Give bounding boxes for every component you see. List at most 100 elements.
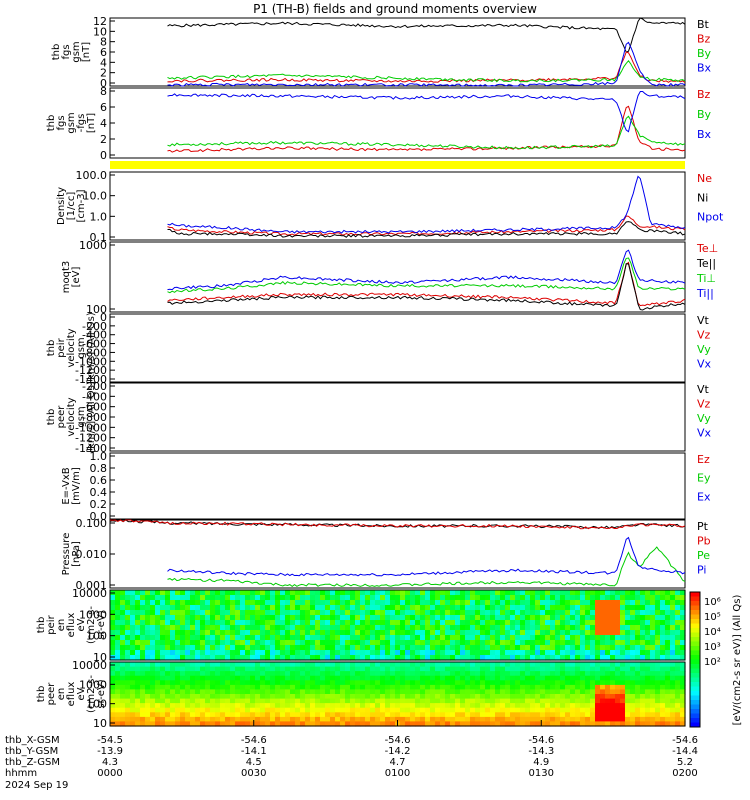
heatmap-cell bbox=[430, 655, 436, 661]
heatmap-cell bbox=[280, 703, 286, 709]
heatmap-cell bbox=[240, 666, 246, 672]
heatmap-cell bbox=[225, 600, 231, 606]
heatmap-cell bbox=[490, 671, 496, 677]
heatmap-cell bbox=[470, 615, 476, 621]
heatmap-cell bbox=[555, 645, 561, 651]
heatmap-cell bbox=[160, 662, 166, 668]
colorbar-cell bbox=[690, 655, 700, 660]
heatmap-cell bbox=[565, 605, 571, 611]
heatmap-cell bbox=[110, 698, 116, 704]
heatmap-cell bbox=[520, 680, 526, 686]
heatmap-cell bbox=[200, 712, 206, 718]
heatmap-cell bbox=[415, 698, 421, 704]
heatmap-cell bbox=[510, 721, 516, 727]
heatmap-cell bbox=[560, 703, 566, 709]
heatmap-cell bbox=[465, 712, 471, 718]
heatmap-cell bbox=[345, 645, 351, 651]
heatmap-cell bbox=[290, 689, 296, 695]
x-row-value: -54.6 bbox=[528, 735, 554, 746]
heatmap-cell bbox=[365, 716, 371, 723]
y-axis-label: thb peir en eflux eV (cm2-s-sr-eV) bbox=[36, 606, 107, 644]
heatmap-cell bbox=[185, 716, 191, 723]
heatmap-cell bbox=[250, 610, 256, 616]
heatmap-cell bbox=[120, 635, 126, 641]
heatmap-cell bbox=[375, 721, 381, 727]
heatmap-cell bbox=[315, 712, 321, 718]
heatmap-cell bbox=[415, 645, 421, 651]
heatmap-cell bbox=[520, 694, 526, 700]
heatmap-cell bbox=[200, 630, 206, 636]
heatmap-cell bbox=[455, 698, 461, 704]
heatmap-cell bbox=[340, 662, 346, 668]
heatmap-cell bbox=[655, 610, 661, 616]
series-density-1 bbox=[167, 221, 686, 238]
heatmap-cell bbox=[300, 680, 306, 686]
heatmap-cell bbox=[225, 689, 231, 695]
heatmap-cell bbox=[285, 680, 291, 686]
heatmap-cell bbox=[535, 703, 541, 709]
heatmap-cell bbox=[165, 703, 171, 709]
heatmap-cell bbox=[565, 635, 571, 641]
heatmap-cell bbox=[425, 684, 431, 691]
heatmap-cell bbox=[200, 694, 206, 700]
heatmap-cell bbox=[615, 595, 621, 601]
heatmap-cell bbox=[110, 666, 116, 672]
heatmap-cell bbox=[120, 615, 126, 621]
legend-vi-1: Vz bbox=[697, 329, 711, 342]
heatmap-cell bbox=[430, 666, 436, 672]
heatmap-cell bbox=[220, 666, 226, 672]
heatmap-cell bbox=[480, 595, 486, 601]
heatmap-cell bbox=[425, 590, 431, 596]
heatmap-cell bbox=[620, 684, 626, 691]
heatmap-cell bbox=[550, 712, 556, 718]
heatmap-cell bbox=[390, 689, 396, 695]
heatmap-cell bbox=[585, 650, 591, 656]
heatmap-cell bbox=[630, 694, 636, 700]
heatmap-cell bbox=[395, 680, 401, 686]
heatmap-cell bbox=[615, 694, 621, 700]
heatmap-cell bbox=[605, 694, 611, 700]
heatmap-cell bbox=[210, 689, 216, 695]
heatmap-cell bbox=[505, 662, 511, 668]
heatmap-cell bbox=[380, 620, 386, 626]
heatmap-cell bbox=[280, 595, 286, 601]
heatmap-cell bbox=[475, 605, 481, 611]
heatmap-cell bbox=[375, 712, 381, 718]
heatmap-cell bbox=[675, 666, 681, 672]
y-label-line: thb bbox=[36, 686, 47, 703]
y-axis-label: thb peer en eflux eV (cm2-s-sr-eV) bbox=[36, 675, 107, 713]
heatmap-cell bbox=[415, 662, 421, 668]
heatmap-cell bbox=[320, 707, 326, 713]
heatmap-cell bbox=[355, 680, 361, 686]
heatmap-cell bbox=[305, 684, 311, 691]
heatmap-cell bbox=[595, 684, 601, 691]
heatmap-cell bbox=[480, 689, 486, 695]
heatmap-cell bbox=[135, 590, 141, 596]
heatmap-cell bbox=[230, 698, 236, 704]
heatmap-cell bbox=[210, 707, 216, 713]
x-row-label: hhmm bbox=[5, 768, 37, 779]
heatmap-cell bbox=[300, 640, 306, 646]
heatmap-cell bbox=[285, 716, 291, 723]
heatmap-cell bbox=[485, 595, 491, 601]
heatmap-cell bbox=[400, 640, 406, 646]
heatmap-cell bbox=[410, 595, 416, 601]
heatmap-cell bbox=[115, 640, 121, 646]
heatmap-cell bbox=[505, 655, 511, 661]
heatmap-cell bbox=[305, 712, 311, 718]
heatmap-cell bbox=[240, 610, 246, 616]
heatmap-cell bbox=[445, 635, 451, 641]
heatmap-cell bbox=[325, 680, 331, 686]
heatmap-cell bbox=[570, 650, 576, 656]
heatmap-cell bbox=[345, 716, 351, 723]
heatmap-cell bbox=[130, 650, 136, 656]
heatmap-cell bbox=[180, 694, 186, 700]
heatmap-cell bbox=[525, 590, 531, 596]
heatmap-cell bbox=[245, 650, 251, 656]
heatmap-cell bbox=[190, 605, 196, 611]
heatmap-cell bbox=[670, 645, 676, 651]
heatmap-cell bbox=[675, 590, 681, 596]
heatmap-cell bbox=[270, 590, 276, 596]
heatmap-cell bbox=[605, 590, 611, 596]
heatmap-cell bbox=[575, 605, 581, 611]
